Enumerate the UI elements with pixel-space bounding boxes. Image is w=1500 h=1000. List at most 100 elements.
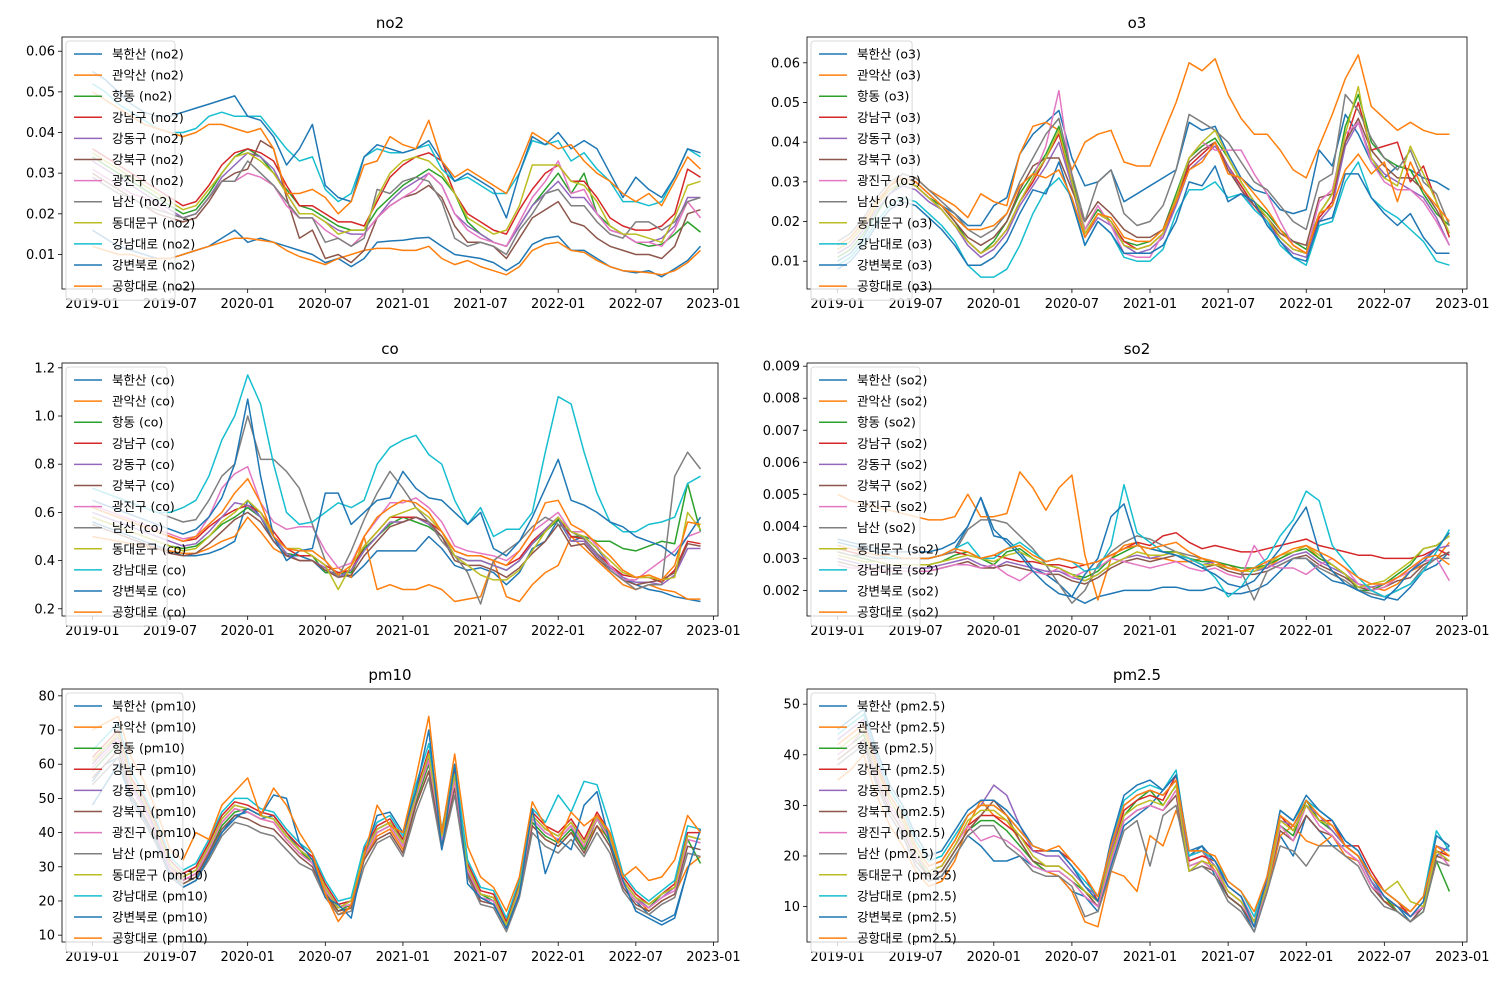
series-line-10 — [91, 83, 701, 207]
series-line-12 — [92, 91, 702, 215]
series-line-11 — [91, 70, 701, 219]
legend-box — [810, 692, 937, 953]
x-tick-label: 2021-01 — [1123, 624, 1177, 639]
series-line-11 — [837, 708, 1450, 928]
series-line-3 — [92, 482, 702, 574]
legend-label: 남산 (pm2.5) — [857, 846, 934, 861]
y-tick-label: 0.004 — [763, 520, 800, 535]
y-tick-label: 0.008 — [763, 392, 800, 407]
x-tick-label: 2020-01 — [221, 624, 275, 639]
legend-label: 강변북로 (so2) — [857, 584, 939, 599]
legend-label: 강남대로 (pm10) — [112, 888, 208, 903]
legend-label: 남산 (o3) — [857, 194, 909, 209]
series-line-8 — [837, 93, 1451, 243]
series-line-10 — [837, 161, 1450, 278]
legend-label: 강남구 (no2) — [112, 110, 184, 125]
x-tick-label: 2022-01 — [1279, 297, 1333, 312]
x-tick-label: 2022-01 — [531, 950, 585, 965]
legend-label: 남산 (so2) — [857, 520, 916, 535]
y-tick-label: 0.8 — [34, 458, 55, 473]
subplot-so2: so2 2019-01 2019-07 2020-01 2020-07 2021-01 20… — [763, 340, 1490, 639]
y-tick-label: 0.04 — [26, 126, 55, 141]
x-tick-label: 2022-07 — [1357, 297, 1411, 312]
x-tick-label: 2021-07 — [453, 297, 507, 312]
legend-box — [810, 366, 921, 627]
y-tick-label: 0.003 — [763, 552, 800, 567]
x-tick-label: 2023-01 — [686, 624, 740, 639]
x-tick-label: 2021-01 — [376, 624, 430, 639]
x-tick-label: 2023-01 — [686, 297, 740, 312]
subplot-no2: no2 2019-01 2019-07 2020-01 2020-07 2021-01 20… — [26, 14, 741, 312]
legend-label: 공항대로 (o3) — [857, 279, 932, 294]
series-line-9 — [91, 152, 701, 244]
legend-label: 남산 (pm10) — [112, 846, 185, 861]
x-tick-label: 2020-07 — [1045, 624, 1099, 639]
x-tick-label: 2022-01 — [1279, 950, 1333, 965]
series-line-8 — [92, 415, 702, 605]
x-tick-label: 2019-07 — [889, 950, 943, 965]
legend-label: 강변북로 (pm2.5) — [857, 910, 957, 925]
subplot-pm2.5: pm2.5 2019-01 2019-07 2020-01 2020-07 2021-01… — [783, 666, 1489, 965]
y-tick-label: 40 — [783, 748, 800, 763]
y-tick-label: 0.05 — [771, 96, 800, 111]
y-tick-label: 0.005 — [763, 488, 800, 503]
y-tick-label: 40 — [38, 826, 55, 841]
legend-label: 항동 (no2) — [112, 89, 172, 104]
legend-label: 강북구 (o3) — [857, 152, 921, 167]
legend-label: 관악산 (co) — [112, 394, 175, 409]
series-line-6 — [92, 511, 701, 586]
series-line-2 — [837, 54, 1450, 254]
legend-label: 강변북로 (o3) — [857, 258, 932, 273]
x-tick-label: 2022-01 — [531, 624, 585, 639]
x-tick-label: 2022-07 — [609, 297, 663, 312]
x-tick-label: 2022-07 — [1357, 624, 1411, 639]
y-tick-label: 0.009 — [763, 360, 800, 375]
legend-label: 관악산 (no2) — [112, 68, 184, 83]
legend-label: 남산 (co) — [112, 520, 163, 535]
chart-title: pm10 — [368, 666, 411, 684]
legend-label: 강변북로 (pm10) — [112, 910, 208, 925]
legend-label: 강북구 (no2) — [112, 152, 184, 167]
legend-label: 광진구 (o3) — [857, 173, 921, 188]
x-tick-label: 2021-01 — [1123, 950, 1177, 965]
x-tick-label: 2019-07 — [143, 950, 197, 965]
legend-box — [810, 40, 913, 301]
x-tick-label: 2021-07 — [1201, 950, 1255, 965]
legend-label: 동대문구 (co) — [112, 541, 186, 556]
series-line-9 — [837, 535, 1450, 588]
series-line-2 — [837, 471, 1450, 601]
legend-label: 강동구 (pm2.5) — [857, 783, 945, 798]
x-tick-label: 2023-01 — [1435, 297, 1489, 312]
legend-label: 동대문구 (so2) — [857, 541, 939, 556]
series-line-12 — [837, 141, 1450, 255]
x-tick-label: 2021-01 — [376, 297, 430, 312]
y-tick-label: 0.03 — [26, 167, 55, 182]
series-line-2 — [92, 237, 702, 276]
y-tick-label: 30 — [38, 860, 55, 875]
legend-label: 강남구 (co) — [112, 436, 175, 451]
series-line-12 — [837, 723, 1450, 913]
legend-label: 항동 (pm10) — [112, 741, 185, 756]
x-tick-label: 2021-07 — [1201, 624, 1255, 639]
legend-label: 강남대로 (o3) — [857, 236, 932, 251]
y-tick-label: 20 — [38, 894, 55, 909]
subplot-pm10: pm10 2019-01 2019-07 2020-01 2020-07 2021-01 2… — [38, 666, 740, 965]
legend-label: 공항대로 (co) — [112, 605, 186, 620]
y-tick-label: 80 — [38, 689, 55, 704]
x-tick-label: 2020-01 — [967, 297, 1021, 312]
legend-label: 강동구 (no2) — [112, 131, 184, 146]
series-line-9 — [837, 85, 1451, 255]
x-tick-label: 2019-01 — [65, 297, 119, 312]
legend-label: 항동 (o3) — [857, 89, 909, 104]
y-tick-label: 30 — [783, 799, 800, 814]
legend-label: 강동구 (o3) — [857, 131, 921, 146]
x-tick-label: 2020-01 — [967, 950, 1021, 965]
chart-title: no2 — [376, 14, 404, 32]
series-line-4 — [92, 148, 701, 235]
y-tick-label: 0.01 — [771, 255, 800, 270]
y-tick-label: 0.02 — [771, 215, 800, 230]
x-tick-label: 2019-07 — [143, 297, 197, 312]
y-tick-label: 10 — [38, 929, 55, 944]
